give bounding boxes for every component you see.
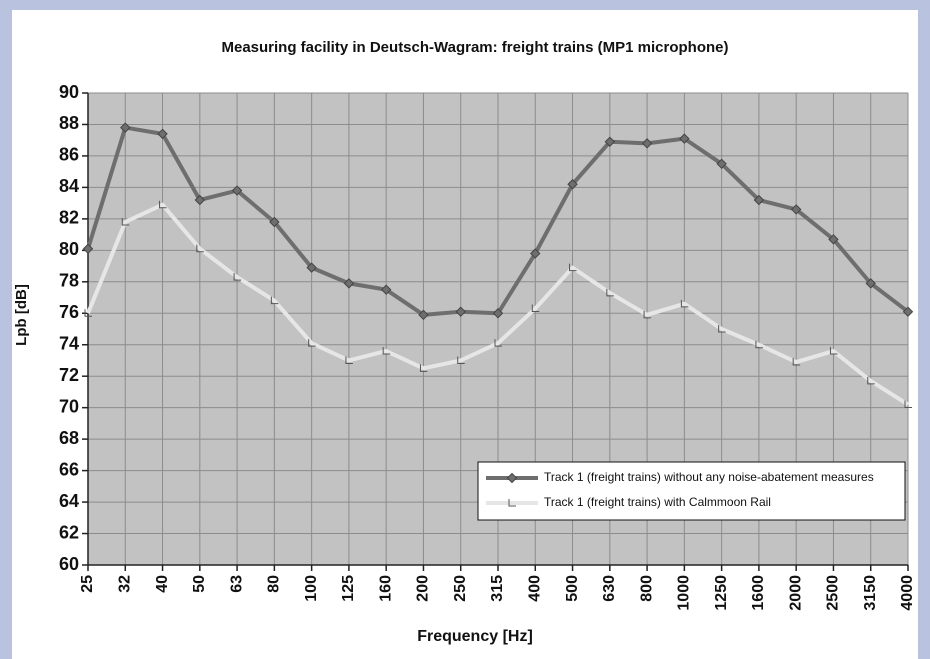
x-tick-label: 80 [266,575,283,593]
data-point [419,364,428,372]
data-point [233,273,242,281]
y-tick-label: 78 [59,271,79,291]
y-tick-label: 90 [59,82,79,102]
data-point [382,347,391,355]
data-point [716,158,727,170]
data-point [343,278,355,289]
x-tick-label: 2500 [825,575,842,611]
x-tick-label: 2000 [787,575,804,611]
data-point [679,133,690,144]
data-point [194,194,206,206]
data-point [120,122,131,133]
data-point [121,218,130,226]
data-point [159,200,167,209]
data-point [865,278,876,289]
x-tick-label: 400 [526,575,543,602]
data-point [718,325,726,333]
data-point [492,308,504,319]
data-point [455,306,466,317]
x-tick-label: 250 [452,575,469,602]
data-point [308,339,316,347]
x-tick-label: 500 [564,575,581,602]
y-tick-label: 82 [59,208,79,228]
data-point [828,234,839,245]
data-point [567,179,578,190]
x-tick-label: 25 [79,575,96,593]
x-tick-label: 63 [228,575,245,593]
y-tick-label: 66 [59,459,79,479]
data-point [531,304,540,313]
chart-title: Measuring facility in Deutsch-Wagram: fr… [221,39,728,56]
data-point [270,296,279,305]
x-tick-label: 50 [191,575,208,593]
series-line [86,202,910,407]
data-point [345,356,353,364]
x-tick-label: 4000 [899,575,916,611]
x-tick-label: 315 [489,575,506,602]
data-point [755,340,763,349]
y-tick-label: 62 [59,522,79,542]
y-tick-label: 70 [59,396,79,416]
data-point [82,243,94,254]
data-point [604,136,616,147]
legend-marker [506,472,518,484]
data-point [790,204,802,215]
y-tick-label: 84 [59,176,79,196]
x-axis-title: Frequency [Hz] [417,628,533,645]
y-tick-label: 68 [59,428,79,448]
legend-label: Track 1 (freight trains) without any noi… [544,470,874,484]
legend-marker [508,499,516,507]
data-point [904,400,912,409]
x-tick-label: 1600 [750,575,767,611]
data-point [457,356,465,364]
x-tick-label: 100 [303,575,320,602]
data-point [196,244,204,253]
data-point [829,347,838,355]
data-point [569,263,577,272]
x-tick-label: 1250 [713,575,730,611]
data-point [306,262,317,273]
y-tick-label: 80 [59,239,79,259]
x-tick-label: 200 [415,575,432,602]
y-tick-label: 76 [59,302,79,322]
y-tick-label: 72 [59,365,79,385]
x-tick-label: 630 [601,575,618,602]
x-tick-label: 3150 [862,575,879,611]
data-point [269,216,280,228]
legend-box [477,461,906,521]
legend-label: Track 1 (freight trains) with Calmmoon R… [544,495,771,509]
data-point [867,376,875,385]
x-tick-label: 125 [340,575,357,602]
x-tick-label: 40 [154,575,171,593]
data-point [157,128,168,140]
x-tick-label: 800 [638,575,655,602]
y-axis-title: Lpb [dB] [13,284,30,346]
data-point [680,299,689,308]
data-point [641,138,653,149]
data-point [84,309,92,317]
y-tick-label: 64 [59,491,79,511]
data-point [418,309,429,321]
data-point [231,185,243,196]
data-point [494,339,502,347]
data-point [792,358,801,366]
data-point [643,310,652,319]
y-tick-label: 88 [59,113,79,133]
data-point [606,288,614,297]
data-point [902,306,914,317]
data-point [753,194,765,206]
y-tick-label: 60 [59,554,79,574]
y-tick-label: 74 [59,333,79,353]
x-tick-label: 160 [377,575,394,602]
data-point [380,284,392,295]
x-tick-label: 1000 [676,575,693,611]
x-tick-label: 32 [116,575,133,593]
y-tick-label: 86 [59,145,79,165]
data-point [530,248,541,259]
